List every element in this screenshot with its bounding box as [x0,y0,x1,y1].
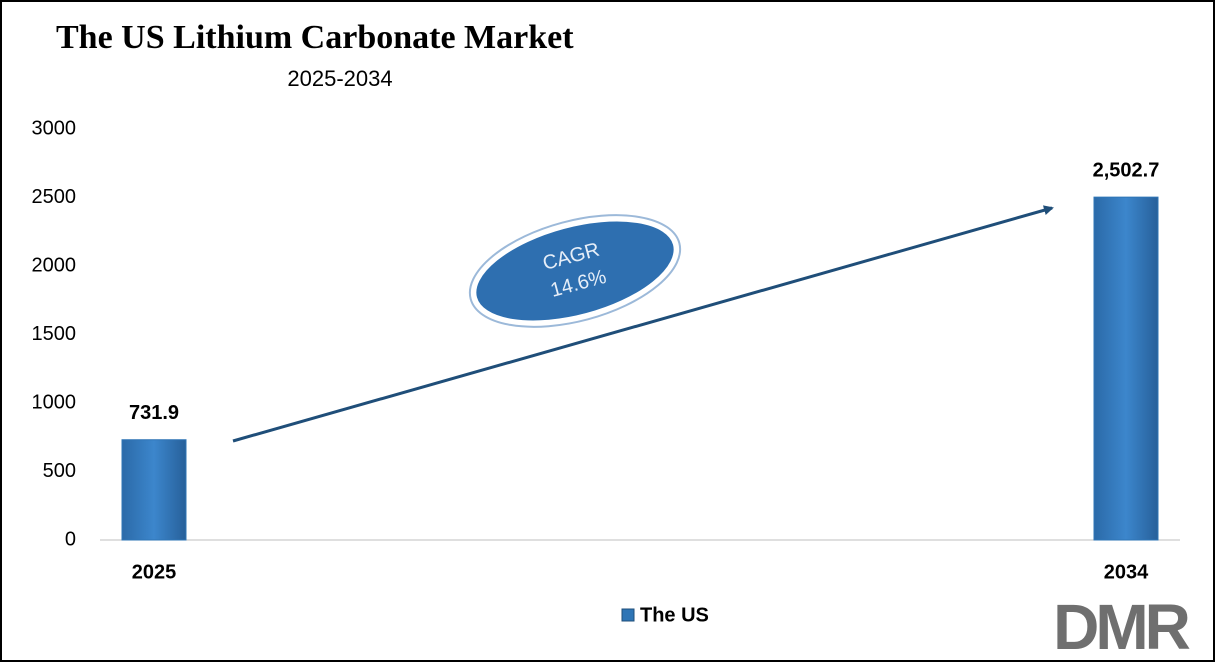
cagr-ring [468,214,682,328]
x-tick-label: 2025 [132,561,177,583]
y-tick-label: 0 [65,528,76,550]
logo: DMR [1053,591,1190,663]
trend-arrow [232,205,1054,443]
y-tick-label: 2500 [32,186,77,208]
y-tick-label: 2000 [32,254,77,276]
cagr-badge: CAGR 14.6% [468,214,682,328]
y-tick-label: 3000 [32,117,77,139]
value-label: 2,502.7 [1093,159,1160,181]
y-tick-label: 500 [43,460,76,482]
chart-subtitle: 2025-2034 [287,66,392,91]
bar [1093,196,1159,541]
legend-label: The US [640,604,709,626]
cagr-ellipse [471,216,679,326]
y-tick-label: 1500 [32,323,77,345]
value-label: 731.9 [129,402,179,424]
chart-title: The US Lithium Carbonate Market [56,19,574,56]
x-tick-label: 2034 [1104,561,1149,583]
bar [121,439,187,541]
y-tick-label: 1000 [32,391,77,413]
legend-swatch [621,608,635,622]
